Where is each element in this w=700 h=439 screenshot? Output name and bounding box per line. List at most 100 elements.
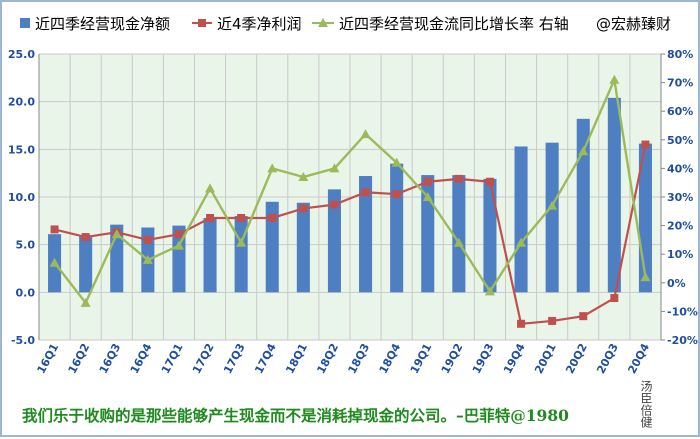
x-tick-label: 16Q1 [35,341,62,376]
x-tick-label: 17Q4 [252,341,279,376]
legend-profit-swatch-marker [198,19,206,27]
y-left-tick-label: 15.0 [8,143,35,156]
profit-point [423,177,432,186]
growth-point [111,229,122,239]
y-right-tick-label: 0% [667,277,686,290]
x-tick-label: 20Q2 [563,341,590,376]
profit-point [143,235,152,244]
growth-point [49,257,60,267]
legend-growth-label: 近四季经营现金流同比增长率 右轴 [339,15,569,33]
growth-point [360,129,371,139]
growth-point [609,74,620,84]
x-tick-label: 17Q2 [190,341,217,376]
growth-point [578,146,589,156]
growth-line [53,75,647,306]
profit-point [206,213,215,222]
bar-series [48,97,652,293]
profit-point [50,225,59,234]
bar-cash-flow [514,146,528,293]
bar-cash-flow [79,235,93,293]
profit-point [485,177,494,186]
y-right-tick-label: 10% [667,248,693,261]
legend-profit-label: 近4季净利润 [217,15,302,33]
bar-cash-flow [452,175,466,293]
profit-point [548,316,557,325]
bar-cash-flow [172,225,186,293]
growth-point [142,254,153,264]
profit-point [579,312,588,321]
profit-point [610,294,619,303]
growth-point [422,192,433,201]
y-left-tick-label: 10.0 [8,191,35,204]
growth-point [267,163,278,173]
y-right-tick-label: -10% [667,305,698,318]
y-right-tick-label: 80% [667,48,693,61]
bar-cash-flow [265,201,279,293]
growth-point [205,183,216,193]
bar-cash-flow [576,118,590,293]
growth-point [516,237,527,247]
profit-point [517,319,526,328]
growth-line-series [49,74,651,307]
legend-bar-swatch [20,18,30,28]
bar-cash-flow [390,163,404,293]
y-left-tick-label: 0.0 [16,286,36,299]
x-tick-label: 18Q4 [377,341,404,376]
growth-point [80,297,91,307]
bar-cash-flow [607,97,621,293]
growth-point [173,240,184,250]
y-right-tick-label: 70% [667,77,693,90]
x-tick-label: 17Q3 [221,341,248,376]
x-tick-label: 19Q4 [501,341,528,376]
profit-line [54,144,647,325]
x-tick-label: 16Q2 [66,341,93,376]
y-left-tick-label: 5.0 [16,239,36,252]
axes: -5.0 0.0 5.0 10.0 15.0 20.0 25.0 -20% -10% 0% 10% 2… [8,48,698,376]
profit-point [641,140,650,149]
bar-cash-flow [296,202,310,293]
x-tick-label: 16Q4 [128,341,155,376]
y-right-tick-label: 40% [667,162,693,175]
x-tick-label: 20Q3 [594,341,621,376]
profit-point [81,233,90,242]
growth-point [236,237,247,247]
bar-cash-flow [483,178,497,293]
profit-point [454,174,463,183]
legend-growth-swatch-marker [318,18,328,27]
author-label: 汤臣倍健 [639,380,653,428]
profit-point [392,190,401,199]
x-tick-label: 20Q1 [532,341,559,376]
y-left-tick-label: 25.0 [8,48,35,61]
y-right-tick-label: 30% [667,191,693,204]
growth-point [453,237,464,247]
y-left-tick-label: 20.0 [8,96,35,109]
legend-watermark: @宏赫臻财 [596,15,671,33]
x-tick-label: 18Q1 [283,341,310,376]
profit-point [237,213,246,222]
grid-lines [38,53,662,341]
x-tick-label: 18Q3 [346,341,373,376]
y-left-tick-label: -5.0 [11,334,35,347]
x-tick-label: 16Q3 [97,341,124,376]
profit-point [330,200,339,209]
bar-cash-flow [234,216,248,293]
growth-point [484,286,495,296]
y-right-tick-label: 20% [667,220,693,233]
bar-cash-flow [327,189,341,293]
x-tick-label: 19Q2 [439,341,466,376]
growth-point [547,200,558,210]
growth-point [329,163,340,173]
profit-point [299,204,308,213]
bar-cash-flow [545,142,559,293]
bar-cash-flow [421,175,435,293]
profit-point [268,213,277,222]
profit-point [361,188,370,197]
growth-point [298,171,309,181]
x-tick-label: 19Q3 [470,341,497,376]
x-tick-label: 18Q2 [314,341,341,376]
bar-cash-flow [203,217,217,293]
x-tick-label: 20Q4 [625,341,652,376]
profit-point [174,230,183,239]
x-tick-label: 19Q1 [408,341,435,376]
